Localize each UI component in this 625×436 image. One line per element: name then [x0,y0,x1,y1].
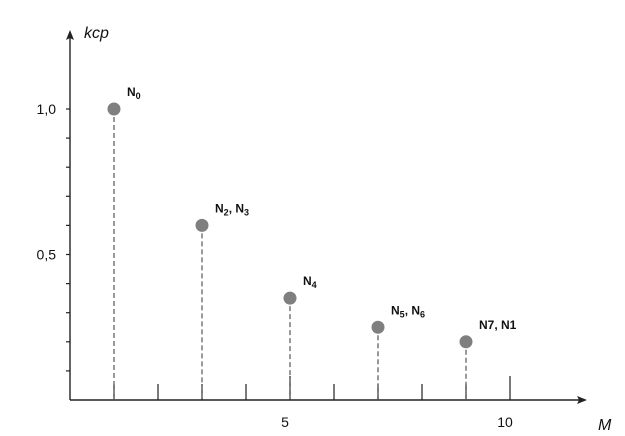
y-axis-title: kcp [84,25,109,42]
y-axis-arrow [66,30,74,40]
axes [66,30,587,404]
y-tick-label: 0,5 [37,247,57,263]
data-point [459,335,473,349]
point-label: N0 [127,85,141,101]
data-point [195,218,209,232]
point-label: N5, N6 [391,303,425,319]
data-points [107,102,473,349]
data-point [283,291,297,305]
point-label: N4 [303,274,317,290]
ticks: 5 10 0,5 1,0 [37,101,513,430]
x-tick-label: 10 [497,414,513,430]
x-axis-title: M [598,417,612,434]
point-label: N2, N3 [215,201,249,217]
x-axis-arrow [577,396,587,404]
stems [113,109,467,400]
point-label: N7, N1 [479,318,517,332]
data-point [371,320,385,334]
y-tick-label: 1,0 [37,101,57,117]
x-tick-label: 5 [281,414,289,430]
point-labels: N0 N2, N3 N4 N5, N6 N7, N1 [127,85,517,332]
data-point [107,102,121,116]
